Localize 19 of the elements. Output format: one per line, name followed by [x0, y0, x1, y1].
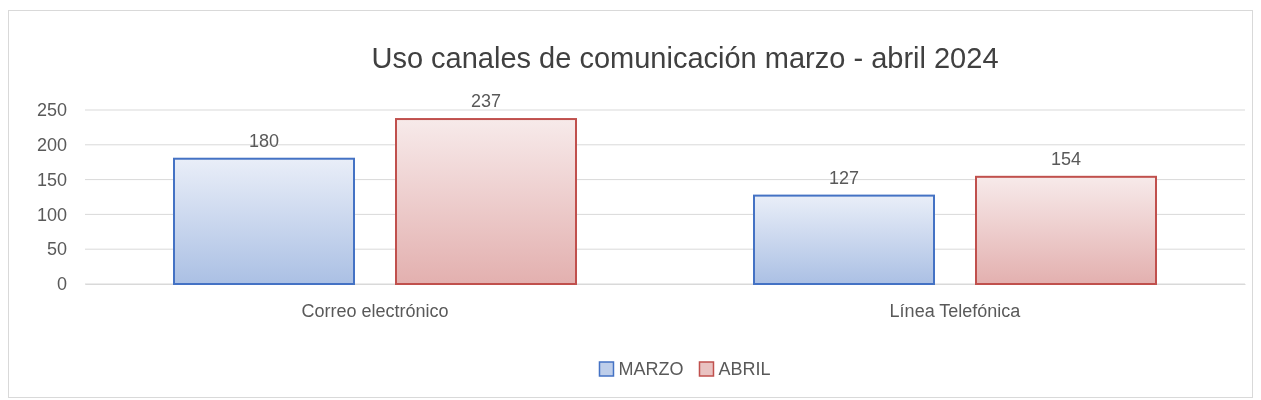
- x-tick-label: Línea Telefónica: [889, 300, 1022, 321]
- data-label: 154: [1050, 148, 1082, 169]
- y-tick-label: 250: [36, 100, 67, 121]
- bar: [173, 157, 355, 285]
- bar: [395, 118, 577, 285]
- data-label: 127: [828, 167, 860, 188]
- y-tick-label: 50: [46, 239, 67, 260]
- chart-title: Uso canales de comunicación marzo - abril 2024: [371, 42, 999, 74]
- data-label: 180: [248, 130, 280, 151]
- legend-label: MARZO: [618, 359, 684, 379]
- x-tick-label: Correo electrónico: [301, 300, 449, 321]
- data-label: 237: [470, 91, 502, 112]
- y-tick-label: 150: [36, 169, 67, 190]
- bar: [753, 194, 935, 285]
- y-tick-label: 0: [56, 274, 67, 295]
- y-tick-label: 200: [36, 135, 67, 156]
- bar: [975, 175, 1157, 285]
- y-tick-label: 100: [36, 204, 67, 225]
- legend-label: ABRIL: [718, 359, 771, 379]
